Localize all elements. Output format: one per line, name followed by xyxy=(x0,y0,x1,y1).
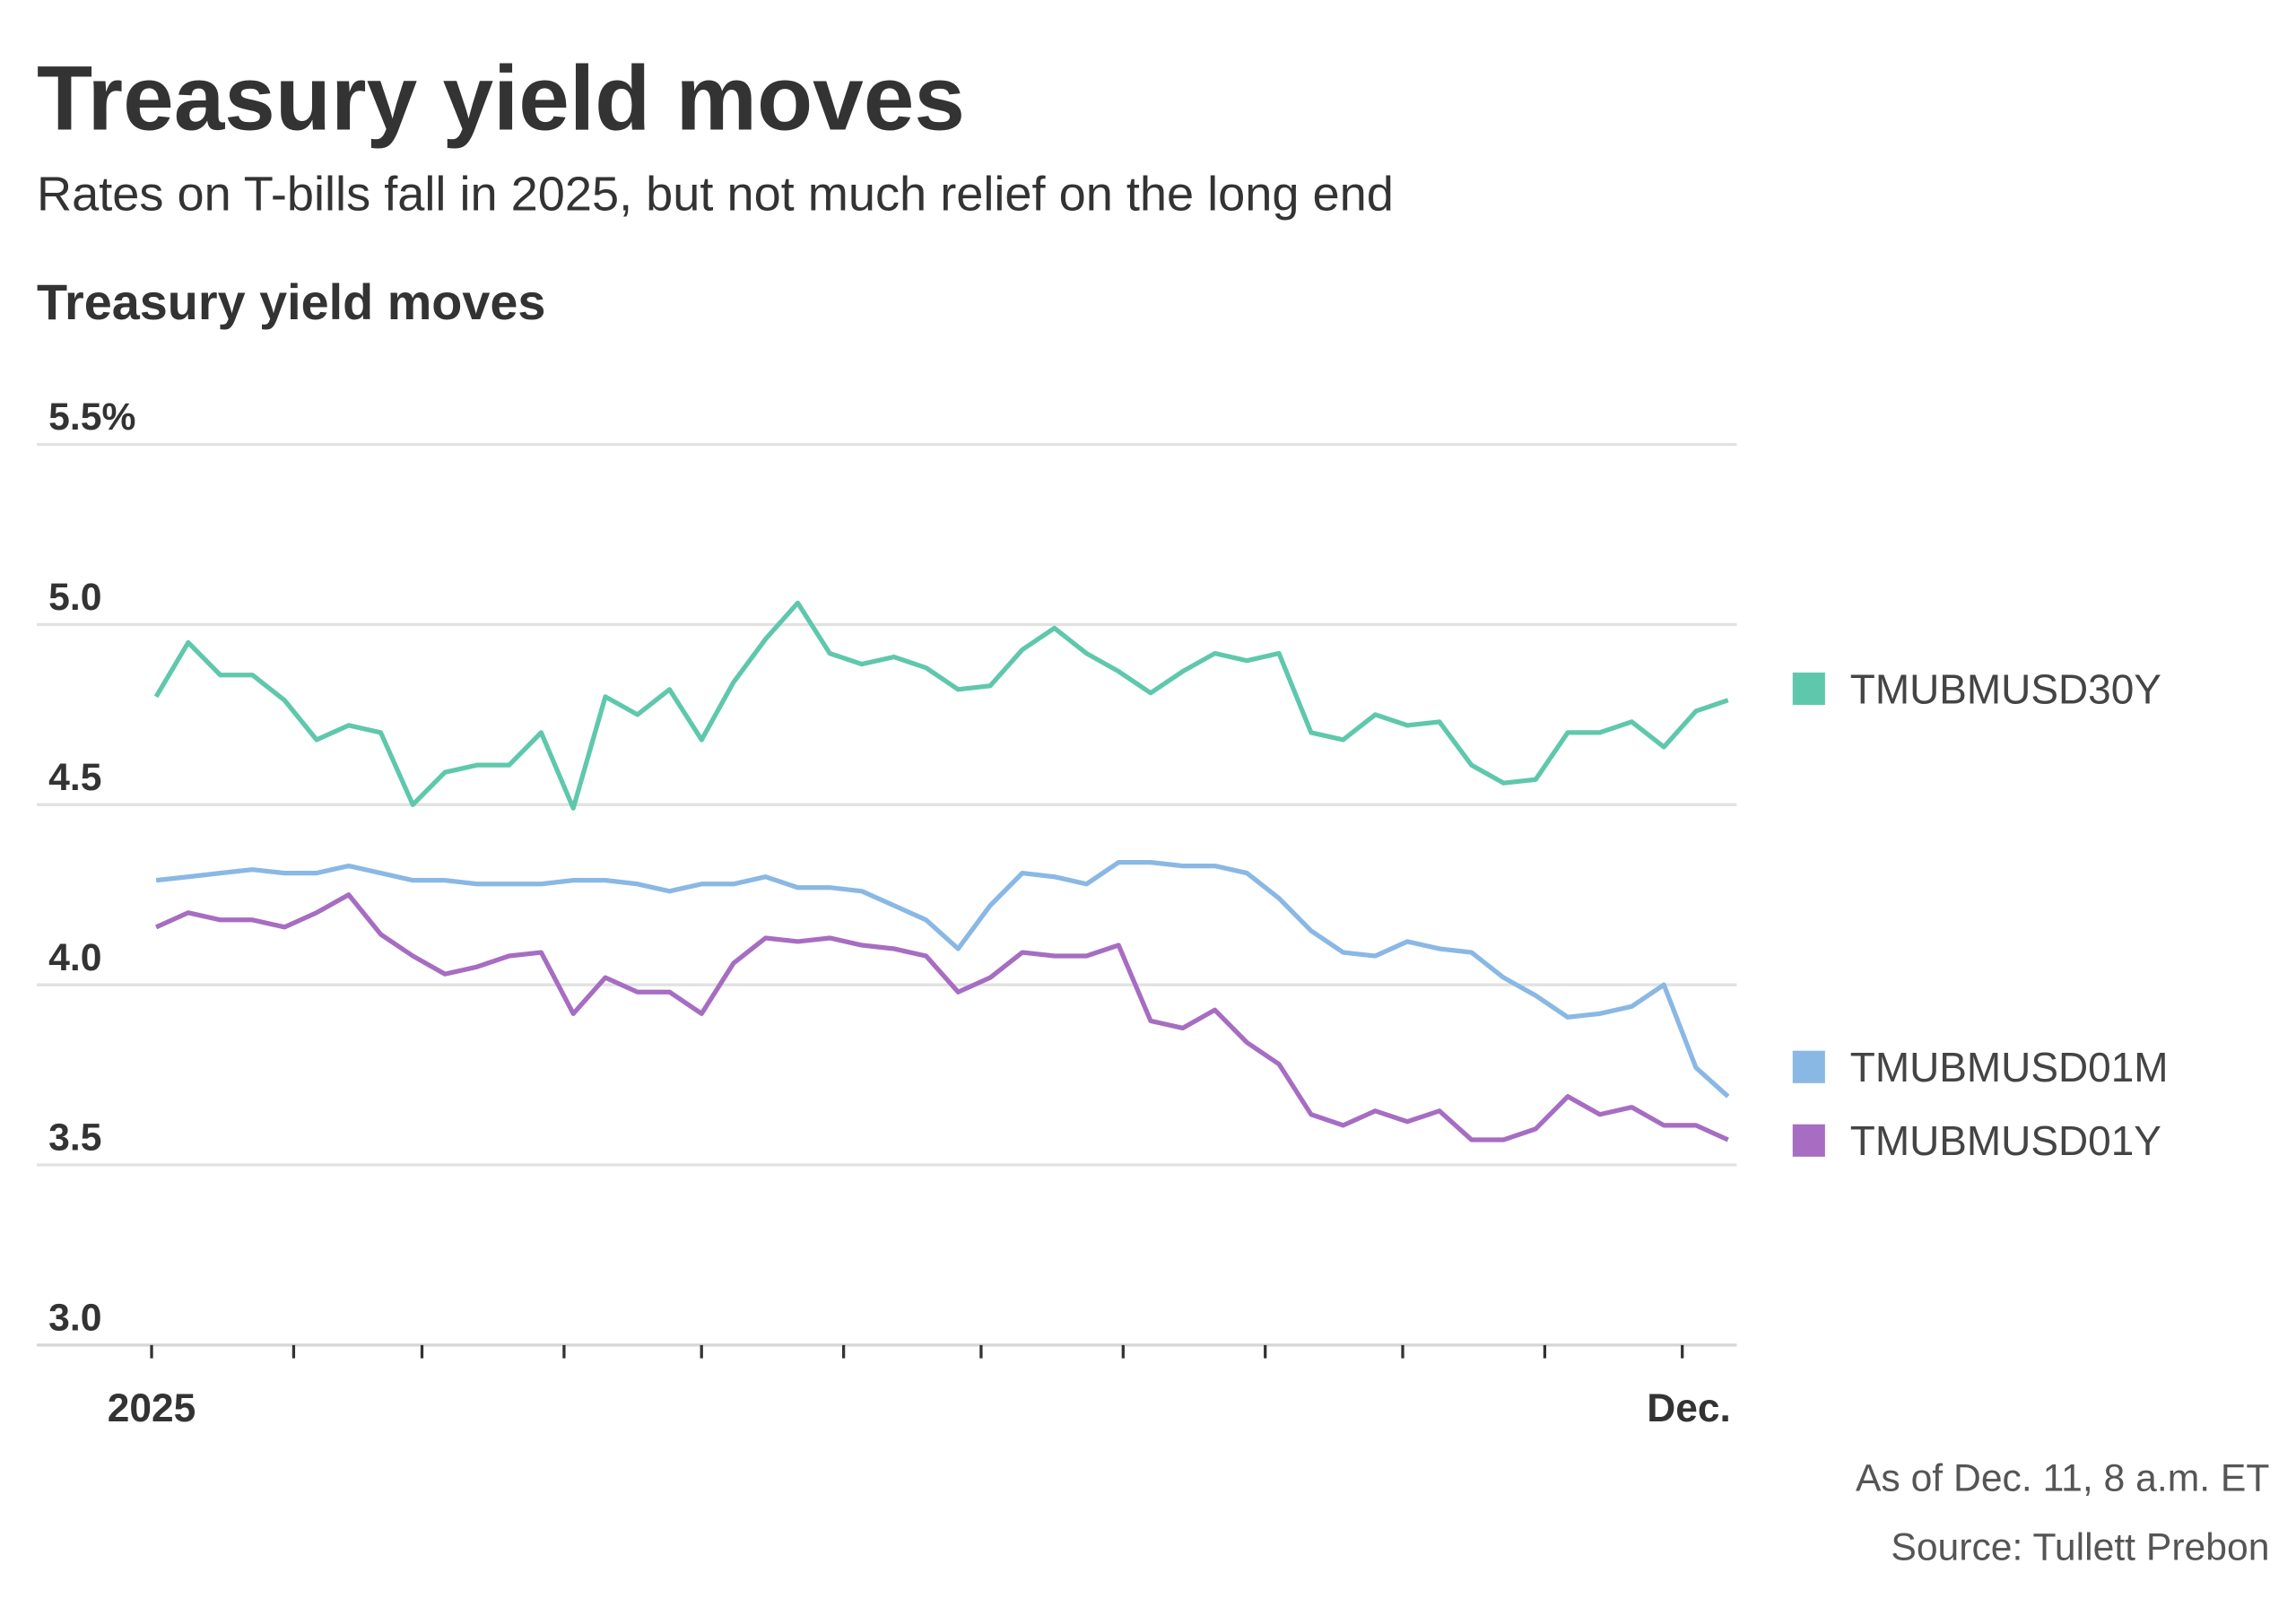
legend-swatch-icon xyxy=(1792,1124,1825,1157)
legend-label: TMUBMUSD30Y xyxy=(1850,665,2161,712)
x-axis-ticks xyxy=(150,1344,1684,1359)
gridlines xyxy=(37,442,1737,1347)
legend: TMUBMUSD30Y TMUBMUSD01M TMUBMUSD01Y xyxy=(1792,665,2169,1164)
y-tick-label: 4.5 xyxy=(48,756,101,799)
legend-swatch-icon xyxy=(1792,1050,1825,1083)
series-lines xyxy=(153,600,1730,1142)
x-tick-label: 2025 xyxy=(108,1386,196,1430)
as-of-note: As of Dec. 11, 8 a.m. ET xyxy=(1856,1456,2270,1499)
legend-label: TMUBMUSD01M xyxy=(1850,1044,2169,1090)
series-line-tmubmusd01y xyxy=(155,892,1729,1142)
legend-item-tmubmusd01m: TMUBMUSD01M xyxy=(1792,1044,2169,1090)
y-tick-label: 3.5 xyxy=(48,1116,101,1160)
legend-item-tmubmusd30y: TMUBMUSD30Y xyxy=(1792,665,2161,712)
chart-title: Treasury yield moves xyxy=(37,274,545,330)
y-tick-label: 5.5% xyxy=(48,395,135,439)
y-tick-label: 4.0 xyxy=(48,936,101,979)
x-tick-label: Dec. xyxy=(1647,1386,1731,1430)
x-axis-labels: 2025 Dec. xyxy=(108,1386,1731,1430)
series-line-tmubmusd01m xyxy=(155,860,1730,1099)
legend-label: TMUBMUSD01Y xyxy=(1850,1117,2161,1164)
page-subtitle: Rates on T-bills fall in 2025, but not m… xyxy=(37,168,1394,222)
page-title: Treasury yield moves xyxy=(37,47,965,149)
legend-swatch-icon xyxy=(1792,672,1825,706)
series-line-tmubmusd30y xyxy=(153,600,1729,811)
y-tick-label: 5.0 xyxy=(48,576,101,619)
y-axis-labels: 5.5% 5.0 4.5 4.0 3.5 3.0 xyxy=(48,395,135,1339)
legend-item-tmubmusd01y: TMUBMUSD01Y xyxy=(1792,1117,2161,1164)
source-note: Source: Tullett Prebon xyxy=(1891,1525,2269,1568)
y-tick-label: 3.0 xyxy=(48,1296,101,1339)
